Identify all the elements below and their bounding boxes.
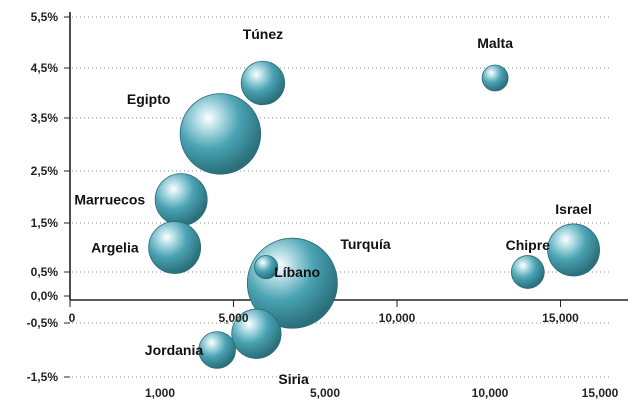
bubbles [148, 60, 600, 369]
x-tick-label-lower: 10,000 [472, 386, 509, 400]
label-jordania: Jordania [145, 342, 204, 358]
label-argelia: Argelia [91, 240, 139, 256]
x-tick-label-lower: 1,000 [145, 386, 175, 400]
label-israel: Israel [555, 201, 592, 217]
bubble-malta [481, 64, 509, 92]
bubble-argelia [148, 221, 202, 274]
bubble-tunez [240, 60, 286, 106]
y-tick-label: 1,5% [31, 216, 59, 230]
bubble-libano [254, 255, 279, 280]
y-tick-label: 2,5% [31, 164, 59, 178]
y-tick-label: 0,5% [31, 265, 59, 279]
label-turquia: Turquía [340, 236, 391, 252]
bubble-siria [231, 308, 282, 359]
y-tick-label: 5,5% [31, 10, 59, 24]
y-tick-label: 0,0% [31, 289, 59, 303]
label-marruecos: Marruecos [74, 192, 145, 208]
bubble-jordania [198, 331, 236, 369]
bubble-chipre [510, 255, 545, 289]
y-tick-label: 4,5% [31, 61, 59, 75]
x-tick-label: 15,000 [542, 311, 579, 325]
x-tick-label: 10,000 [379, 311, 416, 325]
x-tick-label: 5,000 [218, 311, 248, 325]
tick-labels: 5,5% 4,5% 3,5% 2,5% 1,5% 0,5% 0,0% -0,5% -1,5% 0 5… [27, 10, 619, 400]
label-libano: Líbano [274, 264, 320, 280]
y-tick-label: -1,5% [27, 370, 59, 384]
bubble-marruecos [154, 173, 208, 227]
x-tick-label-lower: 5,000 [310, 386, 340, 400]
x-tick-label: 0 [69, 311, 76, 325]
y-tick-label: -0,5% [27, 316, 59, 330]
label-egipto: Egipto [127, 91, 171, 107]
bubble-israel [547, 223, 600, 277]
label-malta: Malta [477, 35, 513, 51]
label-tunez: Túnez [243, 26, 283, 42]
x-tick-label-lower: 15,000 [582, 386, 619, 400]
label-siria: Siria [278, 371, 309, 387]
bubble-egipto [179, 93, 262, 175]
label-chipre: Chipre [506, 237, 551, 253]
axes [64, 12, 628, 378]
gridlines [68, 16, 612, 378]
y-tick-label: 3,5% [31, 111, 59, 125]
bubble-labels: Túnez Malta Egipto Marruecos Israel Argelia Tu… [74, 26, 592, 387]
